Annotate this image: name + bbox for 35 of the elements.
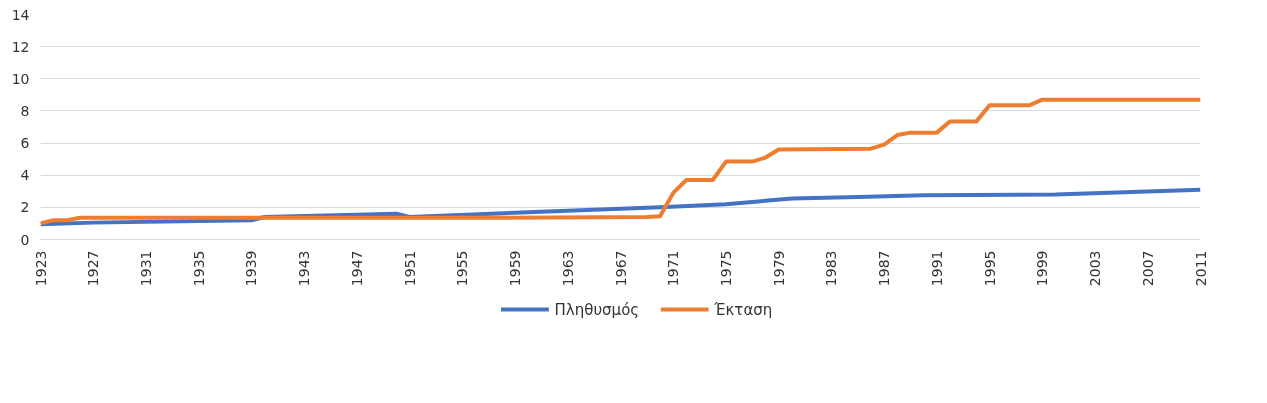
x-tick-label: 1971 [665,250,682,287]
x-tick-label: 1975 [717,250,734,287]
x-tick-label: 1943 [296,250,313,287]
x-tick-label: 1999 [1034,250,1051,287]
x-tick-label: 1995 [981,250,998,287]
y-tick-label: 0 [20,231,30,248]
x-tick-label: 1959 [507,250,524,287]
x-tick-label: 1947 [348,250,365,287]
x-tick-label: 1939 [243,250,260,287]
y-tick-label: 8 [20,102,30,119]
x-tick-label: 1967 [612,250,629,287]
x-tick-label: 2007 [1139,250,1156,287]
x-tick-label: 1979 [770,250,787,287]
x-tick-label: 1935 [190,250,207,287]
x-tick-label: 1987 [876,250,893,287]
y-tick-label: 6 [20,135,30,152]
x-tick-label: 2011 [1192,250,1209,287]
x-tick-label: 2003 [1087,250,1104,287]
x-tick-label: 1963 [559,250,576,287]
y-tick-label: 2 [20,199,30,216]
legend-label: Έκταση [713,300,773,319]
y-tick-label: 4 [20,167,30,184]
x-tick-label: 1951 [401,250,418,287]
x-tick-label: 1923 [32,250,49,287]
x-tick-label: 1955 [454,250,471,287]
legend-label: Πληθυσμός [554,300,640,319]
y-tick-label: 10 [11,70,30,87]
line-series [40,187,1201,227]
x-tick-label: 1991 [928,250,945,287]
x-tick-label: 1931 [137,250,154,287]
x-tick-label: 1927 [85,250,102,287]
y-tick-label: 12 [11,38,30,55]
line-series [40,97,1201,226]
y-tick-label: 14 [11,6,30,23]
x-tick-label: 1983 [823,250,840,287]
